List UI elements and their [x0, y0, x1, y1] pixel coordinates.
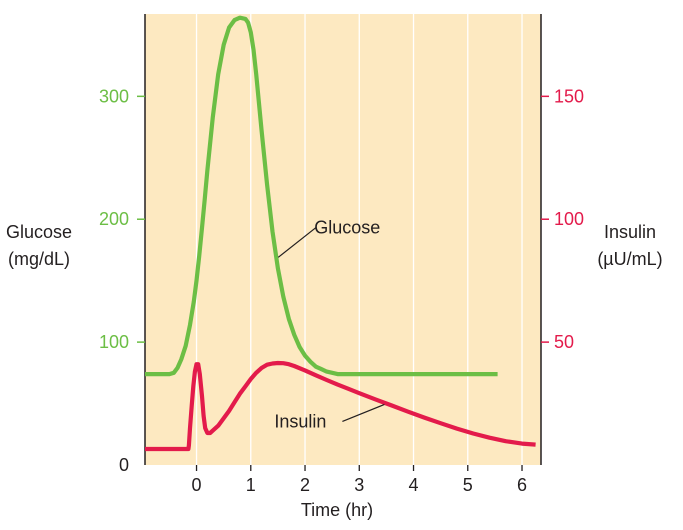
- left-tick-label-0: 0: [119, 455, 129, 475]
- annotation-label-insulin: Insulin: [274, 411, 326, 431]
- gridlines: [195, 14, 523, 465]
- plot-background: [145, 14, 541, 465]
- x-tick-label-1: 1: [246, 475, 256, 495]
- right-axis-ticks: 50 100 150: [541, 86, 584, 352]
- x-axis-ticks: 0 1 2 3 4 5 6: [192, 465, 527, 495]
- right-tick-label-2: 150: [554, 86, 584, 106]
- annotation-leader-insulin: [342, 403, 385, 423]
- x-tick-label-6: 6: [517, 475, 527, 495]
- series-line-insulin: [145, 360, 536, 452]
- x-axis-title: Time (hr): [301, 500, 373, 520]
- right-tick-label-0: 50: [554, 332, 574, 352]
- x-tick-label-5: 5: [463, 475, 473, 495]
- left-tick-label-2: 200: [99, 209, 129, 229]
- left-tick-label-1: 100: [99, 332, 129, 352]
- right-axis-title-line-2: (µU/mL): [597, 249, 662, 269]
- series-line-glucose: [145, 15, 498, 377]
- x-tick-label-3: 3: [354, 475, 364, 495]
- annotation-leader-glucose: [277, 226, 317, 258]
- series-layer: [145, 15, 536, 452]
- left-axis-ticks: 0 100 200 300: [99, 86, 145, 475]
- right-tick-label-1: 100: [554, 209, 584, 229]
- x-tick-label-4: 4: [409, 475, 419, 495]
- left-tick-label-3: 300: [99, 86, 129, 106]
- annotation-label-glucose: Glucose: [314, 217, 380, 237]
- x-tick-label-2: 2: [300, 475, 310, 495]
- right-axis-title-line-1: Insulin: [604, 222, 656, 242]
- left-axis-title-line-1: Glucose: [6, 222, 72, 242]
- left-axis-title-line-2: (mg/dL): [8, 249, 70, 269]
- x-tick-label-0: 0: [192, 475, 202, 495]
- annotation-layer: Glucose Insulin: [274, 217, 385, 431]
